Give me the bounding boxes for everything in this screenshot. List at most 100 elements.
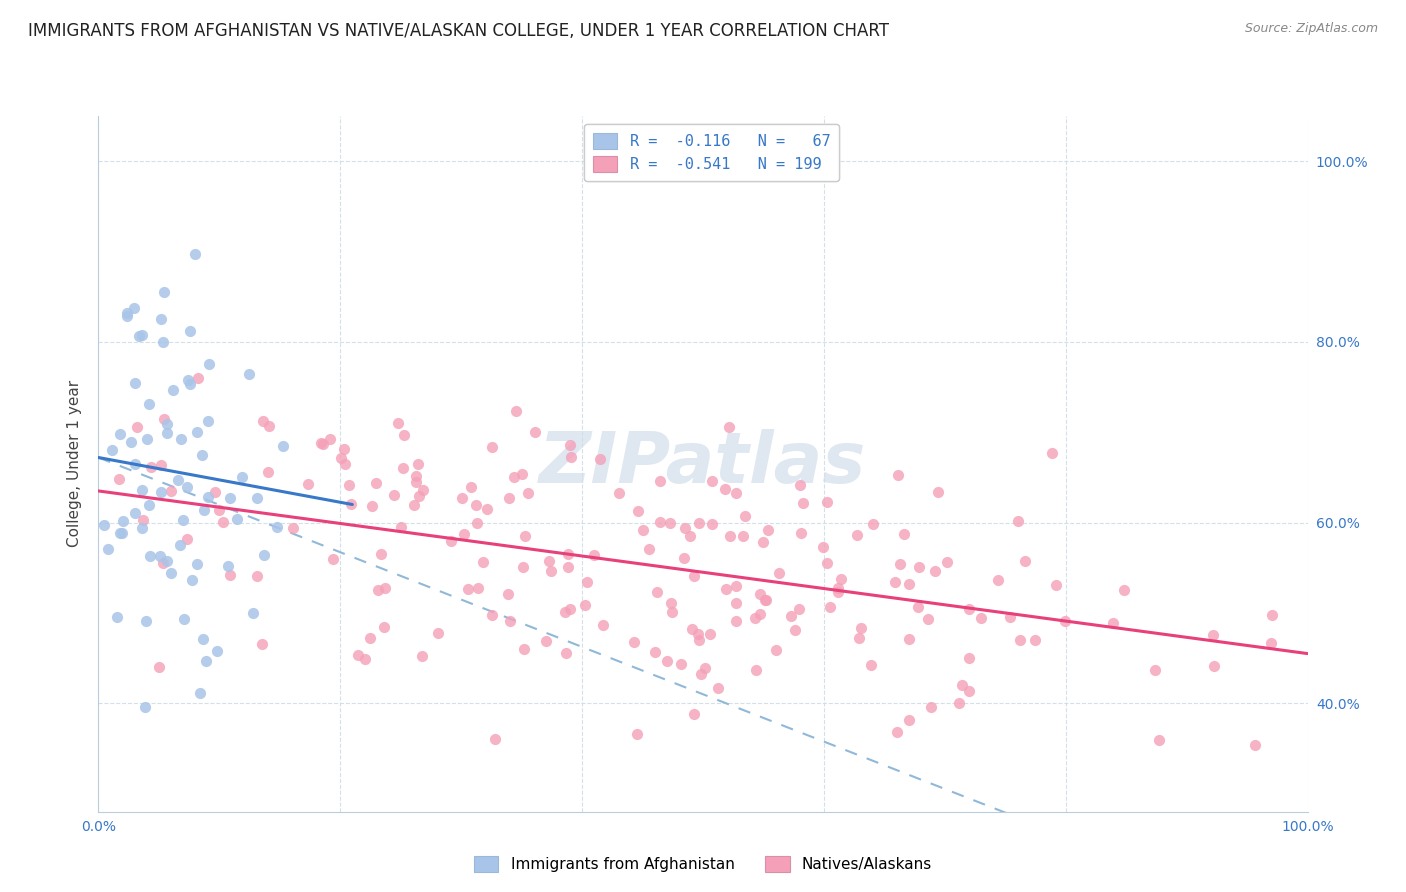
Point — [1260, 636, 1282, 650]
Point — [1147, 733, 1170, 747]
Point — [1054, 615, 1077, 629]
Point — [122, 301, 145, 315]
Point — [948, 696, 970, 710]
Point — [648, 515, 671, 529]
Point — [132, 513, 155, 527]
Point — [246, 491, 269, 505]
Point — [465, 516, 488, 531]
Point — [714, 482, 737, 496]
Point — [337, 478, 360, 492]
Point — [391, 460, 413, 475]
Legend: Immigrants from Afghanistan, Natives/Alaskans: Immigrants from Afghanistan, Natives/Ala… — [467, 848, 939, 880]
Point — [207, 644, 229, 658]
Point — [364, 475, 387, 490]
Point — [817, 495, 839, 509]
Point — [780, 609, 803, 624]
Point — [451, 491, 474, 505]
Point — [889, 558, 911, 572]
Point — [156, 425, 179, 440]
Point — [405, 469, 427, 483]
Point — [700, 516, 723, 531]
Point — [957, 651, 980, 665]
Point — [752, 535, 775, 549]
Point — [505, 404, 527, 418]
Point — [266, 520, 288, 534]
Point — [173, 612, 195, 626]
Point — [560, 450, 582, 464]
Point — [152, 285, 174, 299]
Point — [957, 601, 980, 615]
Point — [347, 648, 370, 662]
Legend: R =  -0.116   N =   67, R =  -0.541   N = 199: R = -0.116 N = 67, R = -0.541 N = 199 — [583, 124, 839, 181]
Point — [322, 552, 344, 566]
Point — [827, 582, 849, 596]
Point — [920, 699, 942, 714]
Point — [138, 499, 160, 513]
Point — [790, 526, 813, 541]
Point — [176, 480, 198, 494]
Point — [689, 667, 711, 681]
Point — [172, 513, 194, 527]
Point — [717, 420, 740, 434]
Point — [517, 486, 540, 500]
Point — [897, 713, 920, 727]
Point — [108, 426, 131, 441]
Point — [718, 529, 741, 543]
Point — [176, 532, 198, 546]
Point — [335, 457, 357, 471]
Point — [811, 541, 834, 555]
Point — [626, 726, 648, 740]
Point — [744, 663, 766, 677]
Text: IMMIGRANTS FROM AFGHANISTAN VS NATIVE/ALASKAN COLLEGE, UNDER 1 YEAR CORRELATION : IMMIGRANTS FROM AFGHANISTAN VS NATIVE/AL… — [28, 22, 889, 40]
Point — [536, 634, 558, 648]
Point — [405, 475, 427, 489]
Point — [849, 621, 872, 635]
Point — [111, 514, 134, 528]
Y-axis label: College, Under 1 year: College, Under 1 year — [67, 380, 83, 548]
Point — [657, 654, 679, 668]
Point — [557, 547, 579, 561]
Point — [555, 647, 578, 661]
Point — [496, 587, 519, 601]
Point — [149, 312, 172, 326]
Point — [1024, 633, 1046, 648]
Point — [124, 376, 146, 390]
Point — [893, 527, 915, 541]
Point — [156, 417, 179, 432]
Point — [848, 631, 870, 645]
Point — [560, 438, 582, 452]
Point — [180, 573, 202, 587]
Point — [411, 649, 433, 664]
Point — [1112, 583, 1135, 598]
Point — [152, 556, 174, 570]
Point — [744, 611, 766, 625]
Point — [111, 526, 134, 541]
Point — [150, 458, 173, 473]
Point — [481, 608, 503, 623]
Point — [862, 516, 884, 531]
Point — [191, 448, 214, 462]
Point — [917, 612, 939, 626]
Point — [93, 517, 115, 532]
Point — [631, 524, 654, 538]
Point — [309, 436, 332, 450]
Point — [987, 574, 1010, 588]
Point — [681, 622, 703, 636]
Point — [197, 414, 219, 428]
Point — [370, 547, 392, 561]
Point — [695, 661, 717, 675]
Point — [1007, 514, 1029, 528]
Point — [219, 568, 242, 582]
Point — [187, 371, 209, 385]
Point — [827, 585, 849, 599]
Point — [513, 642, 536, 657]
Point — [195, 654, 218, 668]
Point — [673, 551, 696, 566]
Point — [120, 434, 142, 449]
Point — [815, 556, 838, 570]
Point — [149, 485, 172, 500]
Point — [134, 699, 156, 714]
Point — [714, 582, 737, 596]
Point — [924, 565, 946, 579]
Point — [131, 483, 153, 497]
